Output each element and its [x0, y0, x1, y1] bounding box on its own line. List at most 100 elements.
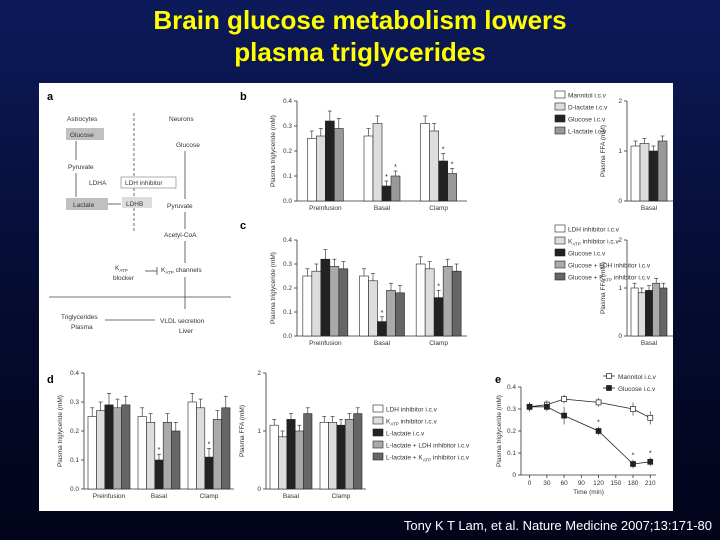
- bar: [451, 270, 462, 337]
- y-axis-label: Plasma triglyceride (mM): [270, 252, 277, 324]
- y-tick-label: 0.0: [283, 333, 292, 340]
- legend-label: L-lactate + KATP inhibitor i.c.v: [386, 455, 470, 463]
- y-tick-label: 0.4: [70, 370, 79, 377]
- katp-blocker-label-2: blocker: [113, 275, 135, 282]
- legend-c: LDH inhibitor i.c.v KATP inhibitor i.c.v G…: [554, 224, 651, 283]
- panel-label-d: d: [47, 374, 54, 386]
- legend-swatch: [372, 428, 384, 437]
- y-tick-label: 1: [618, 148, 622, 155]
- legend-marker: [606, 373, 612, 379]
- plasma-label: Plasma: [71, 324, 93, 331]
- significance-asterisk: *: [381, 310, 384, 317]
- y-tick-label: 0.3: [507, 406, 516, 413]
- bar: [187, 401, 197, 490]
- x-category-label: Preinfusion: [93, 493, 126, 500]
- bar: [637, 292, 646, 337]
- legend-label: Glucose + KATP inhibitor i.c.v: [568, 275, 651, 283]
- bar: [316, 135, 326, 202]
- legend-label: KATP inhibitor i.c.v: [386, 419, 437, 427]
- legend-label: L-lactate i.c.v: [568, 129, 607, 136]
- citation: Tony K T Lam, et al. Nature Medicine 200…: [403, 518, 712, 533]
- bar: [196, 407, 206, 490]
- legend-label: L-lactate i.c.v: [386, 431, 425, 438]
- y-tick-label: 0.3: [283, 123, 292, 130]
- y-tick-label: 0.2: [283, 285, 292, 292]
- y-tick-label: 0.0: [283, 198, 292, 205]
- x-category-label: Preinfusion: [309, 205, 342, 212]
- legend-swatch: [554, 114, 566, 123]
- acetylcoa-label: Acetyl-CoA: [164, 232, 197, 239]
- legend-swatch: [554, 90, 566, 99]
- x-tick-label: 60: [560, 480, 568, 487]
- legend-swatch: [554, 248, 566, 257]
- legend-marker: [606, 385, 612, 391]
- y-tick-label: 1: [618, 285, 622, 292]
- significance-asterisk: *: [158, 447, 161, 454]
- significance-asterisk: *: [451, 162, 454, 169]
- bar: [87, 416, 97, 490]
- bar: [372, 123, 383, 202]
- x-tick-label: 30: [543, 480, 551, 487]
- y-tick-label: 0.4: [283, 237, 292, 244]
- y-tick-label: 0: [618, 198, 622, 205]
- bar: [648, 150, 659, 202]
- legend-d: LDH inhibitor i.c.v KATP inhibitor i.c.v L…: [372, 404, 470, 463]
- bar: [121, 404, 131, 490]
- katp-channels-label: KATP channels: [161, 267, 202, 275]
- vldl-label: VLDL secretion: [160, 318, 205, 325]
- data-point: [595, 428, 602, 434]
- bar: [325, 120, 335, 202]
- y-tick-label: 0.2: [283, 148, 292, 155]
- data-point: [647, 458, 654, 465]
- x-category-label: Basal: [283, 493, 300, 500]
- y-tick-label: 0.1: [70, 457, 79, 464]
- legend-swatch: [554, 102, 566, 111]
- data-point: [630, 461, 636, 467]
- legend-label: Glucose i.c.v: [568, 251, 606, 258]
- significance-asterisk: *: [208, 441, 211, 448]
- title-line-1: Brain glucose metabolism lowers: [153, 5, 567, 35]
- bar: [336, 424, 346, 490]
- x-category-label: Basal: [374, 340, 391, 347]
- legend-swatch: [554, 260, 566, 269]
- glucose-astro-label: Glucose: [70, 132, 94, 139]
- significance-asterisk: *: [437, 283, 440, 290]
- pyruvate-neuron-label: Pyruvate: [167, 203, 193, 210]
- figure-svg: a Astrocytes Neurons Glucose Glucose Pyr…: [47, 90, 715, 500]
- legend-swatch: [554, 272, 566, 281]
- chart-b-triglyceride: 0.0 0.1 0.2 0.3 0.4 Plasma triglyceride (mM) P…: [270, 98, 467, 212]
- legend-label: Glucose + LDH inhibitor i.c.v: [568, 263, 651, 270]
- bar: [630, 287, 639, 337]
- bar: [269, 424, 279, 490]
- bar: [137, 416, 147, 490]
- y-tick-label: 2: [618, 237, 622, 244]
- y-tick-label: 0.2: [507, 428, 516, 435]
- bar: [329, 266, 340, 337]
- legend-swatch: [554, 224, 566, 233]
- series-line: [529, 398, 651, 419]
- series-line: [529, 406, 651, 465]
- significance-asterisk: *: [649, 450, 652, 457]
- legend-label: Mannitol i.c.v: [618, 374, 657, 381]
- bar: [221, 407, 231, 490]
- katp-blocker-label: KATP: [115, 265, 128, 273]
- bar: [112, 407, 122, 490]
- bar: [96, 410, 106, 490]
- bar: [659, 287, 668, 337]
- legend-label: Glucose i.c.v: [568, 117, 606, 124]
- x-tick-label: 150: [610, 480, 621, 487]
- y-axis-label: Plasma triglyceride (mM): [270, 115, 277, 187]
- y-axis-label: Plasma FFA (mM): [600, 125, 607, 177]
- x-tick-label: 90: [578, 480, 586, 487]
- bar: [442, 266, 453, 337]
- bar: [447, 173, 457, 202]
- legend-label: Mannitol i.c.v: [568, 93, 607, 100]
- bar: [424, 268, 435, 337]
- triglycerides-label: Triglycerides: [61, 314, 98, 321]
- bar: [311, 270, 322, 337]
- bar: [307, 138, 317, 202]
- legend-swatch: [372, 452, 384, 461]
- bar: [645, 290, 653, 337]
- legend-label: LDH inhibitor i.c.v: [386, 407, 438, 414]
